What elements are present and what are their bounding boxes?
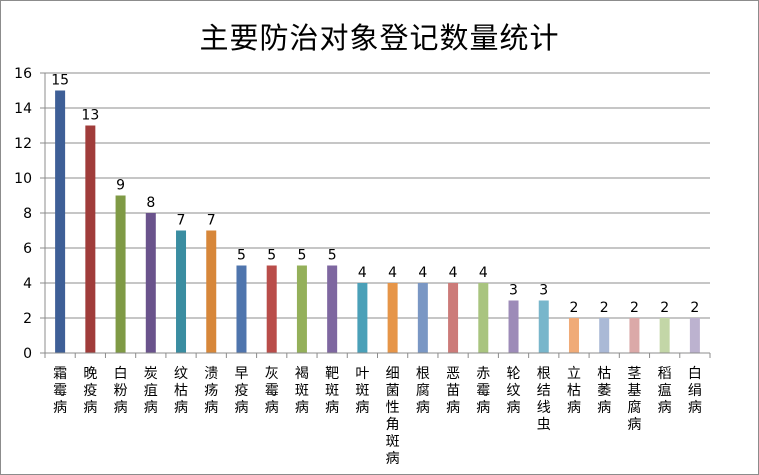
bar xyxy=(85,125,96,353)
grid-lines xyxy=(45,72,710,319)
bar xyxy=(296,265,307,353)
data-label: 7 xyxy=(207,213,216,229)
data-label: 3 xyxy=(509,283,518,299)
data-label: 7 xyxy=(177,213,186,229)
bar xyxy=(327,265,338,353)
data-label: 2 xyxy=(690,300,699,316)
category-label: 轮纹病 xyxy=(507,366,521,416)
data-label: 2 xyxy=(630,300,639,316)
bar xyxy=(659,318,670,353)
y-tick-label: 6 xyxy=(23,241,32,257)
bar xyxy=(568,318,579,353)
category-label: 细菌性角斑病 xyxy=(386,366,400,467)
chart-title: 主要防治对象登记数量统计 xyxy=(199,21,560,55)
category-label: 炭疽病 xyxy=(144,366,158,416)
category-label: 恶苗病 xyxy=(446,366,460,416)
data-label: 5 xyxy=(297,248,306,264)
bar xyxy=(417,283,428,353)
y-tick-label: 2 xyxy=(23,311,32,327)
data-label: 2 xyxy=(660,300,669,316)
data-label: 3 xyxy=(539,283,548,299)
bar xyxy=(508,300,519,353)
category-labels: 霜霉病 晚疫病 白粉病 炭疽病 纹枯病 溃疡病 早疫病 灰霉病 褐斑病 靶斑病 叶斑病 细菌性角斑病 根… xyxy=(53,366,702,467)
category-label: 白绢病 xyxy=(688,366,702,416)
y-tick-labels: 0 2 4 6 8 10 12 14 16 xyxy=(14,66,45,362)
y-tick-label: 4 xyxy=(23,276,32,292)
bar xyxy=(629,318,640,353)
data-label: 5 xyxy=(328,248,337,264)
bar xyxy=(599,318,610,353)
category-label: 稻瘟病 xyxy=(658,366,672,416)
data-label: 5 xyxy=(237,248,246,264)
y-tick-label: 14 xyxy=(14,101,32,117)
axes xyxy=(44,73,711,358)
data-label: 4 xyxy=(388,265,397,281)
category-label: 晚疫病 xyxy=(83,366,97,416)
data-label: 4 xyxy=(358,265,367,281)
category-label: 叶斑病 xyxy=(355,366,369,416)
category-label: 纹枯病 xyxy=(174,366,188,416)
data-label: 4 xyxy=(449,265,458,281)
category-label: 溃疡病 xyxy=(204,366,218,416)
bar xyxy=(478,283,489,353)
category-label: 靶斑病 xyxy=(325,366,339,416)
bar xyxy=(266,265,277,353)
bar xyxy=(145,213,156,353)
y-tick-label: 10 xyxy=(14,171,32,187)
category-label: 褐斑病 xyxy=(295,366,309,416)
category-label: 赤霉病 xyxy=(476,366,490,416)
y-tick-label: 8 xyxy=(23,206,32,222)
category-label: 枯萎病 xyxy=(597,366,611,416)
bar xyxy=(115,195,126,353)
category-label: 早疫病 xyxy=(234,366,248,416)
y-tick-label: 12 xyxy=(14,136,32,152)
category-label: 根结线虫 xyxy=(537,366,551,433)
bar xyxy=(236,265,247,353)
data-label: 13 xyxy=(81,108,99,124)
data-label: 2 xyxy=(600,300,609,316)
data-label: 2 xyxy=(570,300,579,316)
y-tick-label: 16 xyxy=(14,66,32,82)
data-label: 4 xyxy=(479,265,488,281)
data-label: 4 xyxy=(418,265,427,281)
data-label: 5 xyxy=(267,248,276,264)
bars xyxy=(55,90,700,353)
category-label: 白粉病 xyxy=(114,366,128,416)
y-tick-label: 0 xyxy=(23,346,32,362)
category-label: 茎基腐病 xyxy=(627,366,641,433)
bar xyxy=(206,230,217,353)
category-label: 根腐病 xyxy=(416,366,430,416)
data-label: 15 xyxy=(51,73,69,89)
bar xyxy=(689,318,700,353)
data-label: 9 xyxy=(116,178,125,194)
bar xyxy=(387,283,398,353)
data-label: 8 xyxy=(146,195,155,211)
bar xyxy=(357,283,368,353)
bar xyxy=(176,230,187,353)
category-label: 立枯病 xyxy=(567,366,581,416)
bar xyxy=(448,283,459,353)
data-labels: 15 13 9 8 7 7 5 5 5 5 4 4 4 4 4 3 3 2 2 2 2 2 xyxy=(51,73,699,317)
category-label: 霜霉病 xyxy=(53,366,67,416)
category-label: 灰霉病 xyxy=(265,366,279,416)
bar xyxy=(55,90,66,353)
bar xyxy=(538,300,549,353)
